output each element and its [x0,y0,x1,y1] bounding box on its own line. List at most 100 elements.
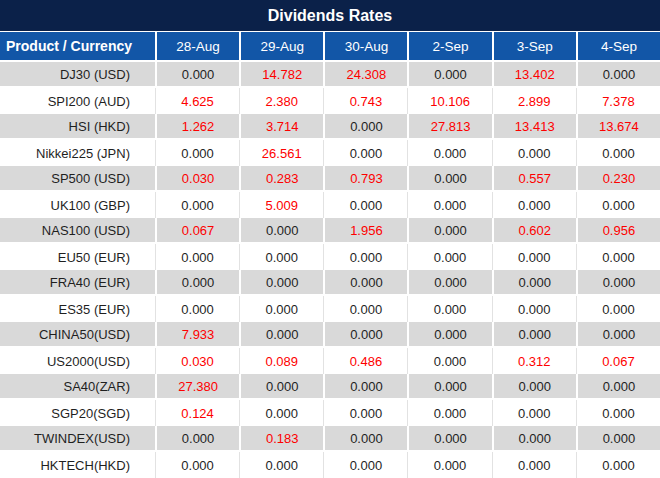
value-cell: 0.000 [576,244,660,270]
table-row: SGP20(SGD)0.1240.0000.0000.0000.0000.000 [0,400,660,426]
value-cell: 0.000 [323,322,407,348]
value-cell: 0.793 [323,166,407,192]
value-cell: 0.000 [407,374,491,400]
value-cell: 0.000 [576,192,660,218]
product-cell: SA40(ZAR) [0,374,155,400]
value-cell: 0.000 [492,452,576,478]
product-cell: US2000(USD) [0,348,155,374]
product-cell: UK100 (GBP) [0,192,155,218]
value-cell: 0.000 [155,296,239,322]
value-cell: 27.813 [407,114,491,140]
value-cell: 0.000 [576,426,660,452]
value-cell: 0.000 [155,62,239,88]
value-cell: 0.000 [407,244,491,270]
value-cell: 0.000 [576,62,660,88]
value-cell: 26.561 [239,140,323,166]
value-cell: 0.124 [155,400,239,426]
product-cell: FRA40 (EUR) [0,270,155,296]
value-cell: 0.000 [239,270,323,296]
value-cell: 0.000 [576,374,660,400]
value-cell: 0.486 [323,348,407,374]
value-cell: 27.380 [155,374,239,400]
table-row: HSI (HKD)1.2623.7140.00027.81313.41313.6… [0,114,660,140]
value-cell: 0.000 [576,452,660,478]
value-cell: 13.402 [492,62,576,88]
value-cell: 4.625 [155,88,239,114]
value-cell: 0.000 [576,296,660,322]
product-cell: HSI (HKD) [0,114,155,140]
table-row: US2000(USD)0.0300.0890.4860.0000.3120.06… [0,348,660,374]
value-cell: 0.000 [155,452,239,478]
value-cell: 0.000 [407,348,491,374]
date-header: 29-Aug [239,32,323,60]
value-cell: 0.000 [576,270,660,296]
table-body: DJ30 (USD)0.00014.78224.3080.00013.4020.… [0,62,660,478]
value-cell: 7.933 [155,322,239,348]
value-cell: 0.956 [576,218,660,244]
value-cell: 0.000 [407,296,491,322]
value-cell: 0.067 [155,218,239,244]
date-header: 30-Aug [323,32,407,60]
product-cell: Nikkei225 (JPN) [0,140,155,166]
value-cell: 0.557 [492,166,576,192]
date-header: 4-Sep [576,32,660,60]
product-cell: SPI200 (AUD) [0,88,155,114]
value-cell: 0.030 [155,166,239,192]
value-cell: 0.000 [239,374,323,400]
value-cell: 0.000 [239,322,323,348]
product-cell: SP500 (USD) [0,166,155,192]
product-cell: TWINDEX(USD) [0,426,155,452]
table-row: DJ30 (USD)0.00014.78224.3080.00013.4020.… [0,62,660,88]
value-cell: 0.000 [239,296,323,322]
product-cell: HKTECH(HKD) [0,452,155,478]
value-cell: 2.899 [492,88,576,114]
value-cell: 0.000 [323,452,407,478]
value-cell: 0.030 [155,348,239,374]
value-cell: 0.000 [155,192,239,218]
value-cell: 0.230 [576,166,660,192]
value-cell: 0.000 [407,62,491,88]
date-header: 2-Sep [407,32,491,60]
product-cell: SGP20(SGD) [0,400,155,426]
table-row: ES35 (EUR)0.0000.0000.0000.0000.0000.000 [0,296,660,322]
dividends-rates-table: Dividends Rates Product / Currency 28-Au… [0,0,660,478]
value-cell: 0.000 [155,270,239,296]
value-cell: 0.000 [323,270,407,296]
value-cell: 0.000 [576,322,660,348]
value-cell: 13.413 [492,114,576,140]
value-cell: 0.000 [155,244,239,270]
table-title: Dividends Rates [0,0,660,32]
value-cell: 0.000 [407,426,491,452]
value-cell: 0.000 [492,400,576,426]
table-row: HKTECH(HKD)0.0000.0000.0000.0000.0000.00… [0,452,660,478]
table-row: TWINDEX(USD)0.0000.1830.0000.0000.0000.0… [0,426,660,452]
value-cell: 0.067 [576,348,660,374]
value-cell: 24.308 [323,62,407,88]
date-header: 28-Aug [155,32,239,60]
date-header: 3-Sep [492,32,576,60]
table-row: SP500 (USD)0.0300.2830.7930.0000.5570.23… [0,166,660,192]
product-currency-header: Product / Currency [0,32,155,60]
header-row: Product / Currency 28-Aug29-Aug30-Aug2-S… [0,32,660,62]
value-cell: 0.000 [407,166,491,192]
table-row: FRA40 (EUR)0.0000.0000.0000.0000.0000.00… [0,270,660,296]
value-cell: 0.000 [323,374,407,400]
value-cell: 0.000 [407,452,491,478]
value-cell: 0.000 [323,114,407,140]
value-cell: 0.283 [239,166,323,192]
value-cell: 0.000 [492,270,576,296]
value-cell: 0.602 [492,218,576,244]
value-cell: 0.000 [492,244,576,270]
value-cell: 2.380 [239,88,323,114]
value-cell: 0.312 [492,348,576,374]
value-cell: 0.743 [323,88,407,114]
product-cell: CHINA50(USD) [0,322,155,348]
value-cell: 0.000 [492,426,576,452]
value-cell: 0.000 [239,400,323,426]
table-row: Nikkei225 (JPN)0.00026.5610.0000.0000.00… [0,140,660,166]
value-cell: 0.000 [323,192,407,218]
value-cell: 0.000 [492,322,576,348]
value-cell: 0.000 [492,374,576,400]
value-cell: 0.000 [323,400,407,426]
value-cell: 1.262 [155,114,239,140]
